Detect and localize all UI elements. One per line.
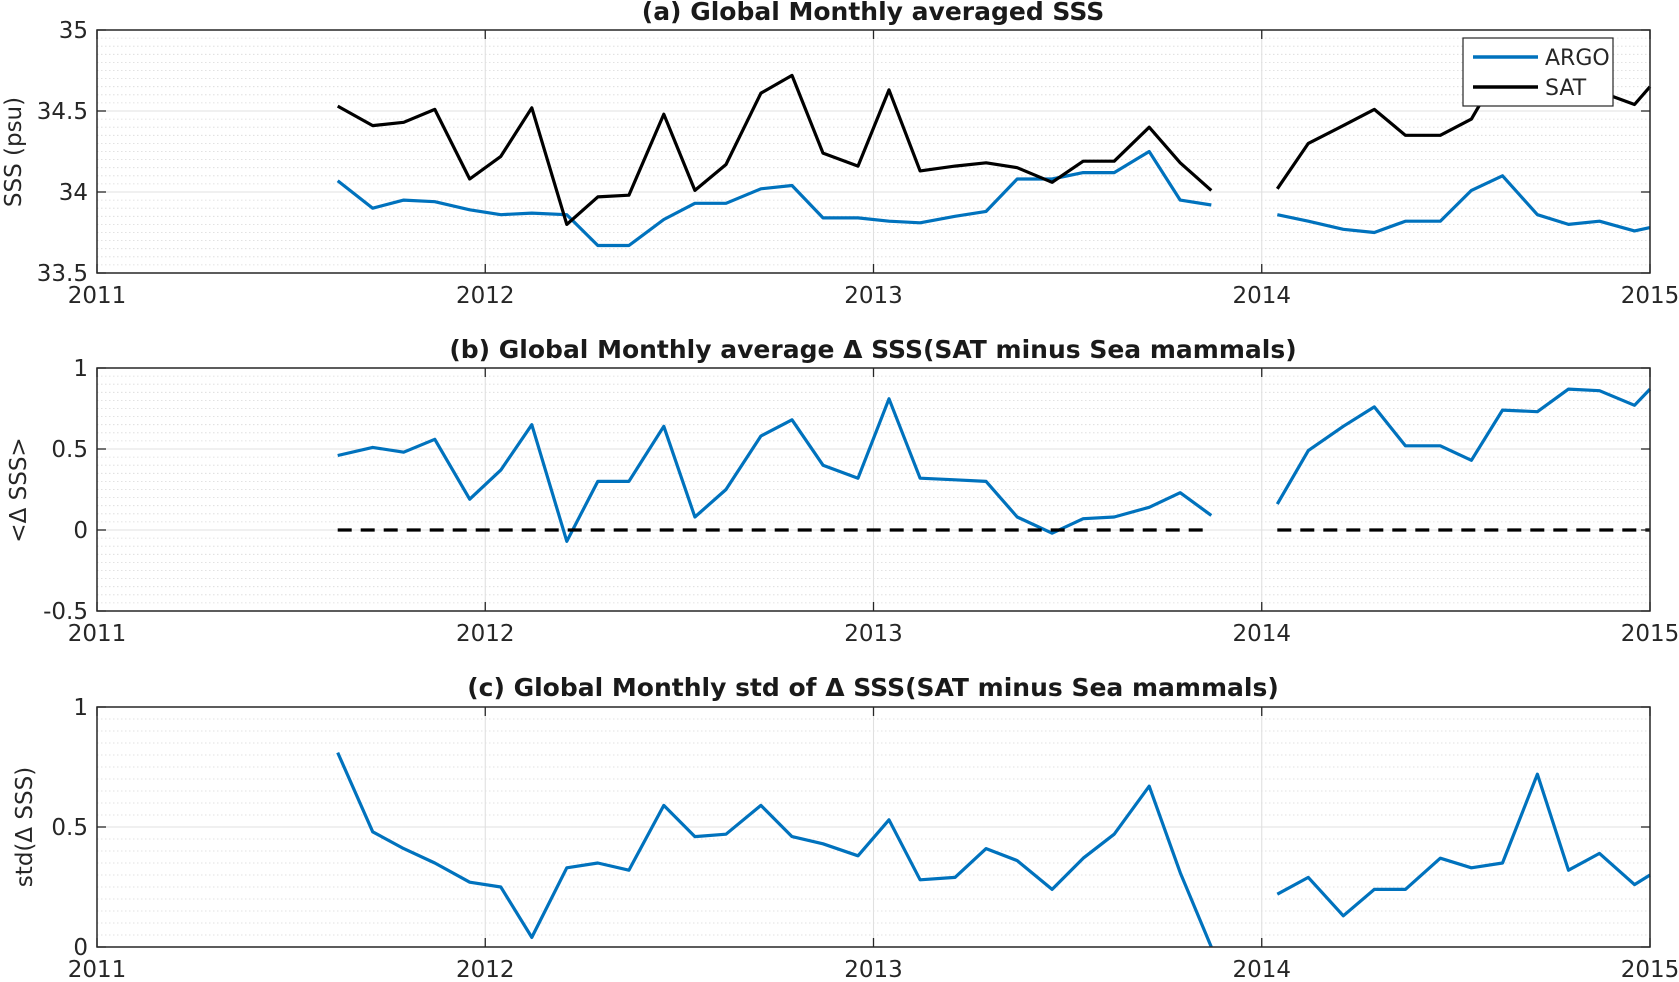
panel-b-series bbox=[337, 387, 1652, 543]
panel-c: 2011 2012 2013 2014 2015 00.51 (c) Global Mo… bbox=[12, 673, 1679, 982]
panel-b-x-tick-label: 2014 bbox=[1232, 621, 1291, 647]
legend: ARGO SAT bbox=[1462, 37, 1614, 107]
panel-a-y-tick-label: 33.5 bbox=[37, 261, 88, 287]
panel-c-grid bbox=[96, 706, 1651, 948]
panel-b-y-tick-label: -0.5 bbox=[43, 599, 88, 625]
panel-a-y-axis-label: SSS (psu) bbox=[1, 97, 27, 207]
panel-b: 2011 2012 2013 2014 2015 -0.5 0 0.5 1 (b) Globa… bbox=[6, 335, 1679, 647]
panel-b-x-tick-label: 2011 bbox=[68, 621, 127, 647]
panel-b-x-tick-label: 2015 bbox=[1621, 621, 1679, 647]
panel-a-y-tick-label: 35 bbox=[59, 18, 88, 44]
panel-c-x-tick-label: 2014 bbox=[1232, 957, 1291, 982]
panel-c-x-tick-label: 2012 bbox=[456, 957, 515, 982]
panel-c-y-axis-label: std(Δ SSS) bbox=[12, 767, 38, 887]
panel-c-y-tick-label: 0.5 bbox=[51, 815, 88, 841]
panel-a-y-tick-label: 34.5 bbox=[37, 99, 88, 125]
panel-a-x-tick-label: 2011 bbox=[68, 283, 127, 309]
panel-a: 2011 2012 2013 2014 2015 33.5 34 34.5 35 (a) Gl… bbox=[1, 0, 1679, 309]
panel-b-y-tick-label: 1 bbox=[73, 356, 88, 382]
legend-box bbox=[1462, 37, 1614, 107]
panel-a-x-tick-label: 2013 bbox=[844, 283, 903, 309]
panel-b-y-tick-label: 0.5 bbox=[51, 437, 88, 463]
panel-c-line-series-0 bbox=[336, 751, 1651, 948]
panel-c-x-tick-label: 2011 bbox=[68, 957, 127, 982]
panel-a-x-ticks: 2011 2012 2013 2014 2015 bbox=[68, 30, 1679, 309]
panel-c-y-tick-label: 1 bbox=[73, 695, 88, 721]
panel-c-y-tick-label: 0 bbox=[73, 935, 88, 961]
panel-c-y-ticks: 00.51 bbox=[51, 695, 1650, 961]
panel-a-y-ticks: 33.5 34 34.5 35 bbox=[37, 18, 1650, 287]
legend-label-argo: ARGO bbox=[1545, 46, 1610, 71]
panel-b-line-series-0 bbox=[337, 387, 1652, 543]
panel-c-x-tick-label: 2013 bbox=[844, 957, 903, 982]
panel-b-y-ticks: -0.5 0 0.5 1 bbox=[43, 356, 1650, 625]
panel-b-y-axis-label: <Δ SSS> bbox=[6, 437, 32, 542]
panel-a-title: (a) Global Monthly averaged SSS bbox=[642, 0, 1104, 26]
panel-b-x-tick-label: 2013 bbox=[844, 621, 903, 647]
panel-b-x-tick-label: 2012 bbox=[456, 621, 515, 647]
panel-c-x-ticks: 2011 2012 2013 2014 2015 bbox=[68, 707, 1679, 982]
panel-c-series bbox=[336, 751, 1651, 948]
panel-b-title: (b) Global Monthly average Δ SSS(SAT min… bbox=[449, 335, 1296, 364]
legend-label-sat: SAT bbox=[1545, 76, 1587, 101]
panel-a-x-tick-label: 2015 bbox=[1621, 283, 1679, 309]
panel-b-x-ticks: 2011 2012 2013 2014 2015 bbox=[68, 368, 1679, 647]
panel-a-x-tick-label: 2014 bbox=[1232, 283, 1291, 309]
panel-c-x-tick-label: 2015 bbox=[1621, 957, 1679, 982]
panel-b-y-tick-label: 0 bbox=[73, 518, 88, 544]
panel-a-line-argo bbox=[336, 149, 1651, 248]
panel-a-x-tick-label: 2012 bbox=[456, 283, 515, 309]
panel-a-y-tick-label: 34 bbox=[59, 180, 88, 206]
panel-c-title: (c) Global Monthly std of Δ SSS(SAT minu… bbox=[467, 673, 1279, 702]
